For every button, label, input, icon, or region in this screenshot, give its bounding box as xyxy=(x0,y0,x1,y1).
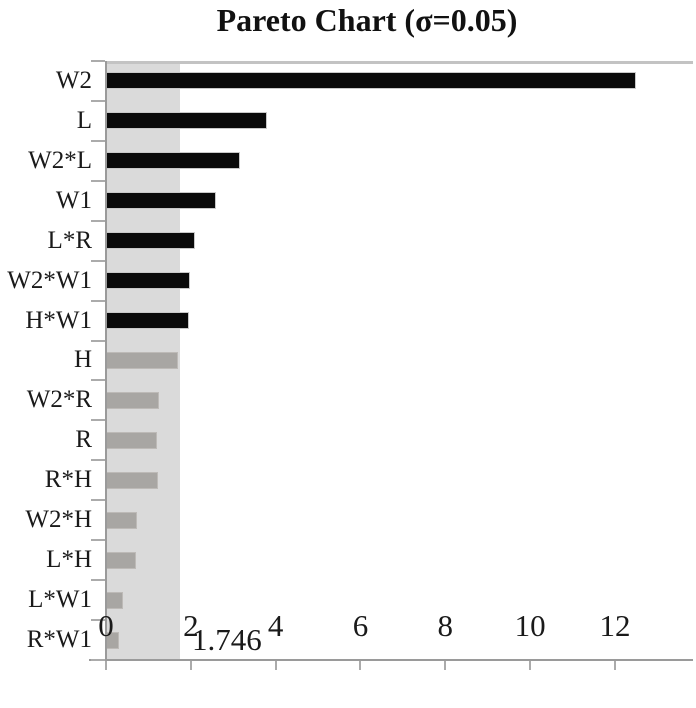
y-label-W2xH: W2*H xyxy=(25,506,92,534)
bar-W2xR xyxy=(106,391,160,409)
y-axis-tick xyxy=(91,99,105,102)
y-axis-tick xyxy=(91,219,105,222)
y-axis-tick xyxy=(91,619,105,622)
bar-LxR xyxy=(106,232,196,250)
y-axis-tick xyxy=(91,60,105,62)
y-axis-tick xyxy=(91,459,105,462)
x-label-2: 2 xyxy=(183,608,199,643)
x-axis-tick-10 xyxy=(529,661,532,670)
bar-HxW1 xyxy=(106,312,189,330)
y-label-HxW1: H*W1 xyxy=(25,306,92,334)
y-label-H: H xyxy=(73,346,92,374)
x-axis-tick-0 xyxy=(105,661,107,670)
x-axis-tick-6 xyxy=(359,661,362,670)
bar-RxH xyxy=(106,471,158,489)
y-label-LxH: L*H xyxy=(46,546,92,574)
x-axis-tick-4 xyxy=(274,661,277,670)
y-label-W2xL: W2*L xyxy=(28,146,92,174)
x-axis-tick-12 xyxy=(613,661,616,670)
x-label-0: 0 xyxy=(98,608,114,643)
y-axis-tick xyxy=(91,259,105,262)
y-label-RxH: R*H xyxy=(44,466,92,494)
plot-area: 1.746 xyxy=(89,60,693,670)
y-axis-tick xyxy=(91,579,105,582)
bar-LxW1 xyxy=(106,591,123,609)
threshold-value-label: 1.746 xyxy=(192,622,262,657)
bar-W2xL xyxy=(106,152,241,170)
bar-L xyxy=(106,112,268,130)
bar-LxH xyxy=(106,551,136,569)
chart-title: Pareto Chart (σ=0.05) xyxy=(216,2,518,38)
y-axis-tick xyxy=(91,539,105,542)
y-label-LxW1: L*W1 xyxy=(28,586,92,614)
y-label-W1: W1 xyxy=(55,186,92,214)
x-label-6: 6 xyxy=(352,608,369,643)
bar-W2xH xyxy=(106,511,137,529)
y-axis-tick xyxy=(91,659,105,661)
x-axis-tick-2 xyxy=(189,661,192,670)
x-label-10: 10 xyxy=(514,608,546,643)
bar-W1 xyxy=(106,192,217,210)
y-axis-tick xyxy=(91,179,105,182)
y-label-W2: W2 xyxy=(55,66,92,94)
bar-R xyxy=(106,431,157,449)
x-axis-tick-8 xyxy=(444,661,447,670)
y-axis-tick xyxy=(91,419,105,422)
y-axis-tick xyxy=(91,379,105,382)
bar-H xyxy=(106,352,179,369)
y-label-LxR: L*R xyxy=(47,226,92,254)
y-axis-line xyxy=(105,61,107,660)
y-axis-tick xyxy=(91,139,105,142)
y-label-R: R xyxy=(75,426,92,454)
bar-W2 xyxy=(106,72,637,90)
y-label-L: L xyxy=(76,106,92,134)
x-label-8: 8 xyxy=(437,608,454,643)
x-label-12: 12 xyxy=(599,608,631,643)
y-label-RxW1: R*W1 xyxy=(26,626,92,654)
y-axis-tick xyxy=(91,299,105,302)
x-axis-line xyxy=(89,659,693,661)
x-label-4: 4 xyxy=(267,608,284,643)
y-label-W2xW1: W2*W1 xyxy=(7,266,92,294)
bar-W2xW1 xyxy=(106,272,190,290)
y-label-W2xR: W2*R xyxy=(26,386,92,414)
y-axis-tick xyxy=(91,499,105,502)
plot-top-border xyxy=(106,61,693,64)
y-axis-tick xyxy=(91,339,105,342)
